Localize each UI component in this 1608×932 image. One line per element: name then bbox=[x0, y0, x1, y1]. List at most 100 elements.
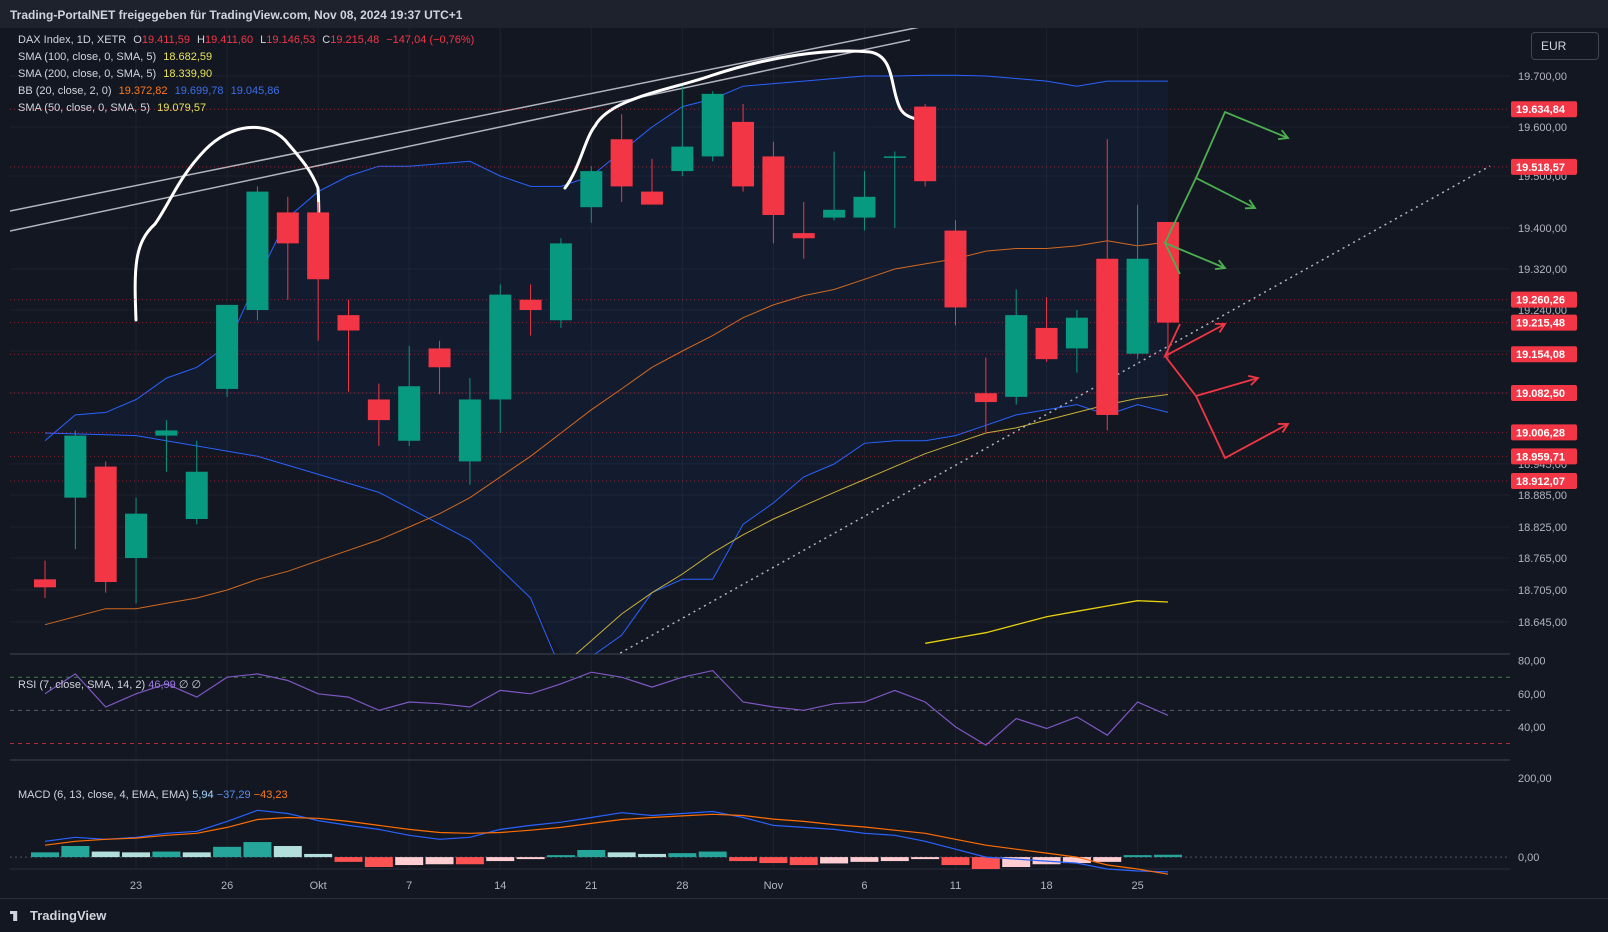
projection-arrow-down-3-head bbox=[1277, 423, 1290, 433]
candle-body bbox=[580, 171, 603, 208]
candle bbox=[307, 202, 330, 341]
bollinger-basis-line bbox=[44, 240, 1169, 626]
macd-line-value: −37,29 bbox=[216, 789, 251, 801]
candle-body bbox=[883, 156, 906, 158]
candle bbox=[853, 171, 876, 231]
bb-label: BB (20, close, 2, 0) bbox=[18, 85, 112, 97]
candle-body bbox=[246, 191, 269, 310]
macd-histogram-bar bbox=[1002, 857, 1031, 868]
price-axis[interactable]: 19.700,0019.600,0019.500,0019.400,0019.3… bbox=[1510, 28, 1608, 898]
page-title: Trading-PortalNET freigegeben für Tradin… bbox=[10, 8, 463, 22]
rsi-extra-2: ∅ bbox=[191, 679, 202, 691]
candle-body bbox=[549, 243, 572, 321]
candle bbox=[489, 284, 512, 434]
price-level-badge-bg bbox=[1511, 314, 1577, 331]
candle bbox=[1126, 204, 1149, 360]
sma100-legend: SMA (100, close, 0, SMA, 5) 18.682,59 bbox=[18, 51, 216, 63]
price-level-label: 19.260,26 bbox=[1516, 295, 1565, 307]
price-tick-label: 18.885,00 bbox=[1518, 490, 1567, 502]
rsi-label: RSI (7, close, SMA, 14, 2) bbox=[18, 679, 146, 691]
candle-body bbox=[337, 315, 360, 331]
sma50-value: 19.079,57 bbox=[157, 102, 207, 114]
price-tick-label: 19.240,00 bbox=[1518, 305, 1567, 317]
candle bbox=[792, 202, 815, 259]
candle bbox=[216, 304, 239, 397]
price-level-label: 19.518,57 bbox=[1516, 162, 1565, 174]
change-value: −147,04 (−0,76%) bbox=[386, 34, 475, 46]
macd-histogram-bar bbox=[182, 852, 211, 858]
candle bbox=[185, 440, 208, 525]
macd-histogram-bar bbox=[729, 857, 758, 862]
projection-arrow-down-3 bbox=[1195, 395, 1290, 460]
candle bbox=[610, 114, 633, 202]
price-level-badge: 19.215,48 bbox=[1511, 314, 1577, 331]
candle bbox=[549, 238, 572, 328]
macd-histogram-bar bbox=[395, 857, 424, 866]
candle-body bbox=[641, 191, 663, 205]
header-bar: Trading-PortalNET freigegeben für Tradin… bbox=[0, 0, 1608, 28]
candle bbox=[64, 430, 87, 550]
candle bbox=[276, 196, 299, 300]
time-tick-label: 23 bbox=[130, 880, 142, 892]
macd-histogram-bar bbox=[1153, 854, 1182, 858]
macd-histogram-bar bbox=[607, 852, 636, 858]
candle bbox=[732, 104, 755, 192]
candle bbox=[762, 141, 785, 244]
candle-body bbox=[489, 294, 512, 400]
rsi-tick-label: 40,00 bbox=[1518, 722, 1546, 734]
low-value: 19.146,53 bbox=[266, 34, 316, 46]
candle bbox=[823, 151, 846, 221]
macd-histogram-bar bbox=[698, 851, 727, 858]
macd-histogram-bar bbox=[425, 857, 454, 865]
bollinger-band-fill bbox=[45, 75, 1168, 655]
price-level-badge-bg bbox=[1511, 346, 1577, 363]
rsi-extra-1: ∅ bbox=[178, 679, 189, 691]
support-trend-line bbox=[617, 165, 1491, 654]
main-legend: DAX Index, 1D, XETR O19.411,59 H19.411,6… bbox=[18, 34, 478, 46]
time-axis[interactable]: 23 26 Okt 7 14 21 28 Nov 6 11 18 25 bbox=[0, 869, 1608, 899]
price-tick-label: 19.600,00 bbox=[1518, 122, 1567, 134]
price-level-label: 18.912,07 bbox=[1516, 476, 1565, 488]
candle bbox=[519, 284, 542, 336]
macd-legend: MACD (6, 13, close, 4, EMA, EMA) 5,94 −3… bbox=[18, 789, 288, 801]
macd-line bbox=[44, 809, 1169, 873]
price-level-badge: 18.959,71 bbox=[1511, 448, 1577, 465]
sma100-line bbox=[925, 600, 1169, 644]
candle-body bbox=[792, 233, 815, 239]
price-level-badge: 19.634,84 bbox=[1511, 101, 1577, 118]
macd-histogram-bar bbox=[759, 857, 788, 864]
macd-histogram-bar bbox=[850, 857, 879, 862]
candle-body bbox=[94, 466, 117, 582]
projection-arrow-up-3 bbox=[1195, 110, 1290, 179]
macd-histogram-bar bbox=[1123, 855, 1152, 858]
time-tick-label: 11 bbox=[950, 880, 961, 892]
price-tick-label: 19.320,00 bbox=[1518, 264, 1567, 276]
rsi-legend: RSI (7, close, SMA, 14, 2) 46,99 ∅ ∅ bbox=[18, 678, 201, 691]
time-tick-label: 7 bbox=[406, 880, 412, 892]
candle-body bbox=[1096, 258, 1119, 415]
candle-body bbox=[762, 156, 785, 215]
time-tick-label: 25 bbox=[1131, 880, 1143, 892]
price-level-label: 18.959,71 bbox=[1516, 451, 1565, 463]
candle bbox=[398, 345, 421, 446]
macd-histogram-bar bbox=[213, 846, 242, 858]
rsi-tick-label: 80,00 bbox=[1518, 656, 1546, 668]
price-level-label: 19.082,50 bbox=[1516, 388, 1565, 400]
price-level-badge-bg bbox=[1511, 448, 1577, 465]
price-level-badge: 18.912,07 bbox=[1511, 473, 1577, 490]
candle bbox=[246, 186, 269, 321]
macd-histogram-bar bbox=[820, 857, 849, 864]
candle-body bbox=[1126, 258, 1149, 354]
chart-plot-area[interactable] bbox=[10, 28, 1510, 898]
candle-body bbox=[125, 513, 148, 558]
currency-button[interactable]: EUR bbox=[1531, 32, 1599, 60]
macd-histogram-bar bbox=[516, 857, 545, 860]
candle-body bbox=[34, 579, 56, 588]
projection-arrow-up-2-head bbox=[1244, 199, 1257, 210]
candle bbox=[125, 497, 148, 604]
sma50-legend: SMA (50, close, 0, SMA, 5) 19.079,57 bbox=[18, 102, 210, 114]
price-tick-label: 18.645,00 bbox=[1518, 617, 1567, 629]
brand-label: TradingView bbox=[30, 908, 107, 923]
candle-body bbox=[671, 146, 694, 172]
